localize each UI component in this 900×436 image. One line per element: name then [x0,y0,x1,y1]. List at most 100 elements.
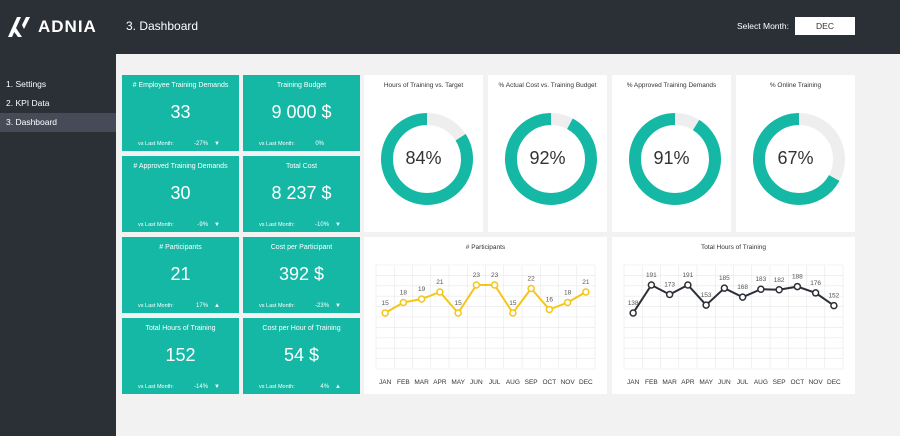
kpi-value: 152 [165,345,196,365]
kpi-participants: # Participants 21 vs Last Month: 17% ▲ [122,237,239,313]
kpi-vs-label: vs Last Month: [259,303,295,309]
month-select[interactable]: DEC [795,17,855,35]
data-point [757,285,765,293]
kpi-title: Training Budget [276,82,327,89]
kpi-title: # Employee Training Demands [132,82,229,89]
kpi-value: 9 000 $ [271,102,332,122]
data-label: 15 [509,300,517,307]
x-tick-label: OCT [543,379,557,386]
data-point [830,301,838,310]
data-point [738,293,747,301]
data-label: 176 [810,280,821,287]
x-tick-label: DEC [579,379,593,386]
donut-arc [753,113,845,205]
kpi-vs-label: vs Last Month: [138,303,174,309]
data-point [509,309,517,317]
data-label: 153 [701,292,712,299]
donut-label: 84% [405,148,442,168]
donut-arc [505,113,597,205]
data-point [399,298,408,307]
donut-label: 92% [529,148,566,168]
data-point [720,284,729,292]
kpi-vs-label: vs Last Month: [138,222,174,228]
x-tick-label: APR [433,379,447,386]
data-point [545,305,554,314]
header-bar: 3. Dashboard Select Month: DEC [116,0,900,54]
trend-up-icon: ▲ [335,384,341,390]
kpi-delta-value: -9% [197,222,209,228]
data-label: 152 [828,293,839,300]
kpi-vs-label: vs Last Month: [138,384,174,390]
data-label: 16 [546,297,554,304]
data-point [527,284,535,293]
data-label: 21 [436,279,444,286]
x-tick-label: JUN [470,379,483,386]
donut-label: 67% [777,148,814,168]
kpi-delta-value: -14% [194,384,209,390]
panel-title: % Online Training [769,82,822,89]
x-tick-label: DEC [827,379,841,386]
x-tick-label: MAY [451,379,465,386]
data-point [793,282,802,291]
kpi-total-cost: Total Cost 8 237 $ vs Last Month: -10% ▼ [243,156,360,232]
trend-up-icon: ▲ [214,303,220,309]
chart-title: # Participants [465,244,506,251]
chart-title: Total Hours of Training [700,244,767,251]
data-label: 191 [682,272,693,279]
data-point [684,281,692,289]
data-point [563,298,572,307]
x-tick-label: NOV [809,379,824,386]
kpi-title: # Participants [159,244,202,251]
donut-panel-online-training: % Online Training 67% [736,75,855,232]
data-point [472,281,481,289]
participants-line-chart: 15 JAN 18 FEB 19 MAR 21 APR 15 MAY 23 JUN 23 JUL 15 AUG… [375,264,596,386]
kpi-delta: -9% ▼ [197,222,220,228]
donut-panel-actual-cost-vs-budget: % Actual Cost vs. Training Budget 92% [488,75,607,232]
data-point [454,309,462,317]
x-tick-label: OCT [791,379,805,386]
data-label: 15 [382,300,390,307]
data-point [775,286,783,294]
data-point [665,290,674,299]
kpi-delta-value: -27% [194,141,209,147]
adnia-logo-icon [8,17,30,37]
panel-title: % Approved Training Demands [626,82,717,89]
trend-down-icon: ▼ [214,222,220,228]
kpi-value: 54 $ [283,345,320,365]
kpi-delta-value: -23% [315,303,330,309]
donut-chart [753,113,845,205]
data-label: 188 [792,274,803,281]
sidebar-item-kpi-data[interactable]: 2. KPI Data [6,98,50,108]
kpi-title: Cost per Participant [270,244,333,251]
sidebar: ADNIA 1. Settings 2. KPI Data 3. Dashboa… [0,0,116,436]
x-tick-label: MAY [699,379,713,386]
kpi-approved-training-demands: # Approved Training Demands 30 vs Last M… [122,156,239,232]
kpi-vs-label: vs Last Month: [138,141,174,147]
data-label: 23 [473,272,481,279]
data-point [417,295,426,303]
data-label: 138 [628,300,639,307]
page-title: 3. Dashboard [126,19,199,33]
chart-panel-participants: # Participants 15 JAN 18 FEB 19 MAR 21 APR 15 MAY… [364,237,607,394]
data-point [490,281,499,289]
x-tick-label: SEP [525,379,538,386]
data-label: 21 [582,279,590,286]
kpi-value: 33 [170,102,191,122]
sidebar-item-dashboard[interactable]: 3. Dashboard [0,113,116,132]
kpi-vs-label: vs Last Month: [259,384,295,390]
kpi-delta: 0% [315,141,330,147]
x-tick-label: AUG [506,379,520,386]
x-tick-label: MAR [662,379,677,386]
sidebar-item-settings[interactable]: 1. Settings [6,79,47,89]
kpi-title: Cost per Hour of Training [262,325,341,332]
kpi-title: # Approved Training Demands [133,163,228,170]
x-tick-label: MAR [414,379,429,386]
kpi-title: Total Cost [285,163,318,170]
data-point [647,281,656,289]
kpi-delta-value: 4% [320,384,330,390]
chart-panel-total-hours: Total Hours of Training 138 JAN 191 FEB 173 M… [612,237,855,394]
x-tick-label: NOV [561,379,576,386]
data-point [629,309,637,317]
data-point [436,288,444,296]
kpi-total-hours-of-training: Total Hours of Training 152 vs Last Mont… [122,318,239,394]
